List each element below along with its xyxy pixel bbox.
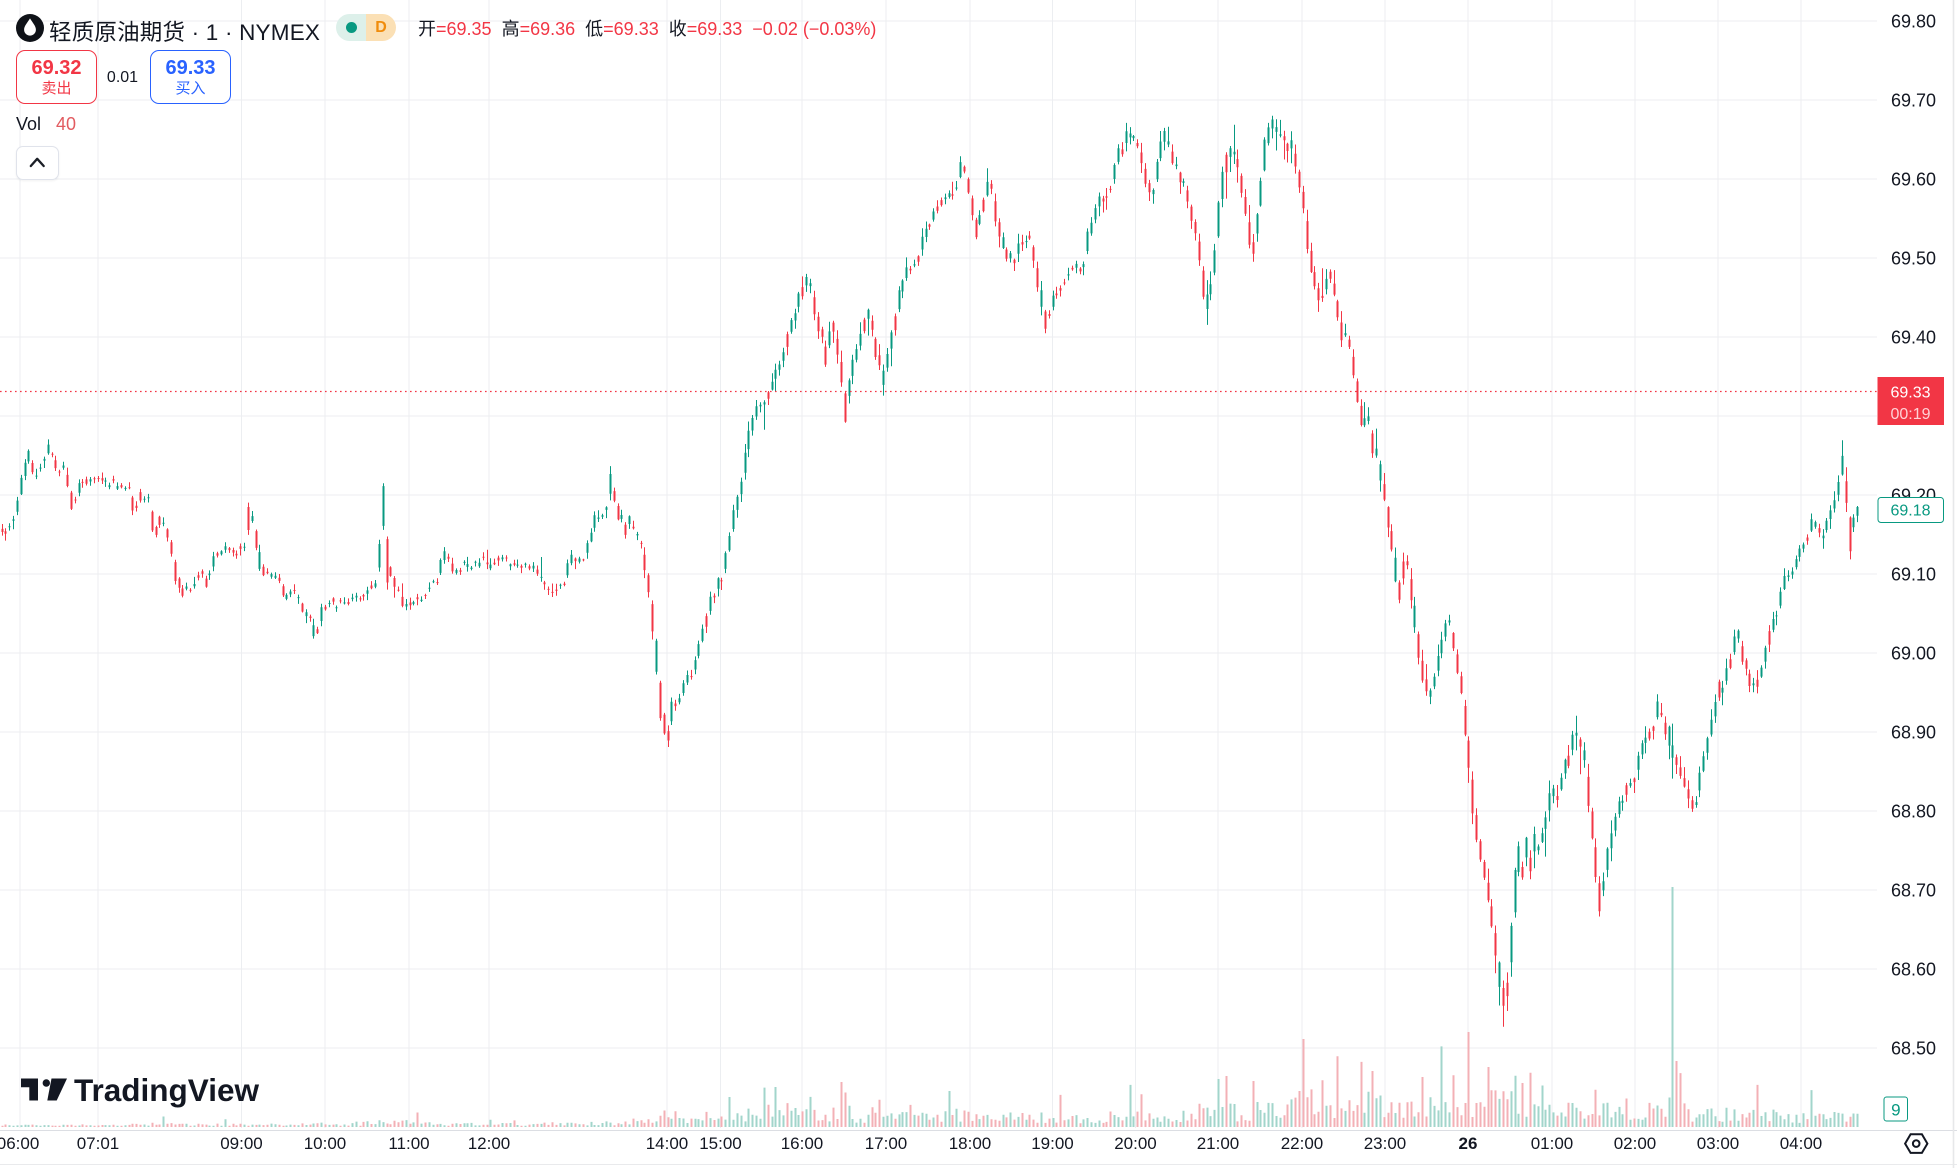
- svg-text:69.70: 69.70: [1891, 90, 1936, 110]
- svg-text:04:00: 04:00: [1780, 1134, 1823, 1153]
- svg-text:03:00: 03:00: [1697, 1134, 1740, 1153]
- svg-text:68.90: 68.90: [1891, 722, 1936, 742]
- svg-text:69.60: 69.60: [1891, 169, 1936, 189]
- svg-text:00:19: 00:19: [1890, 406, 1930, 423]
- svg-text:06:00: 06:00: [0, 1134, 39, 1153]
- svg-text:69.10: 69.10: [1891, 564, 1936, 584]
- svg-text:68.60: 68.60: [1891, 959, 1936, 979]
- svg-text:07:01: 07:01: [77, 1134, 120, 1153]
- svg-text:68.70: 68.70: [1891, 880, 1936, 900]
- svg-text:26: 26: [1459, 1134, 1478, 1153]
- svg-text:19:00: 19:00: [1031, 1134, 1074, 1153]
- svg-text:20:00: 20:00: [1114, 1134, 1157, 1153]
- svg-text:69.80: 69.80: [1891, 11, 1936, 31]
- svg-text:15:00: 15:00: [699, 1134, 742, 1153]
- svg-text:TradingView: TradingView: [74, 1072, 259, 1108]
- svg-text:21:00: 21:00: [1197, 1134, 1240, 1153]
- svg-text:69.40: 69.40: [1891, 327, 1936, 347]
- svg-text:68.50: 68.50: [1891, 1038, 1936, 1058]
- svg-text:11:00: 11:00: [388, 1134, 429, 1153]
- svg-text:14:00: 14:00: [646, 1134, 689, 1153]
- svg-text:10:00: 10:00: [304, 1134, 347, 1153]
- svg-text:68.80: 68.80: [1891, 801, 1936, 821]
- svg-text:23:00: 23:00: [1364, 1134, 1407, 1153]
- svg-text:69.18: 69.18: [1890, 503, 1930, 520]
- svg-text:9: 9: [1891, 1101, 1900, 1120]
- svg-text:69.00: 69.00: [1891, 643, 1936, 663]
- svg-text:09:00: 09:00: [220, 1134, 263, 1153]
- svg-text:16:00: 16:00: [781, 1134, 824, 1153]
- svg-text:18:00: 18:00: [949, 1134, 992, 1153]
- svg-text:02:00: 02:00: [1614, 1134, 1657, 1153]
- svg-text:22:00: 22:00: [1281, 1134, 1324, 1153]
- svg-text:69.33: 69.33: [1890, 385, 1930, 402]
- svg-text:17:00: 17:00: [865, 1134, 908, 1153]
- svg-text:69.50: 69.50: [1891, 248, 1936, 268]
- svg-text:12:00: 12:00: [468, 1134, 511, 1153]
- svg-text:01:00: 01:00: [1531, 1134, 1574, 1153]
